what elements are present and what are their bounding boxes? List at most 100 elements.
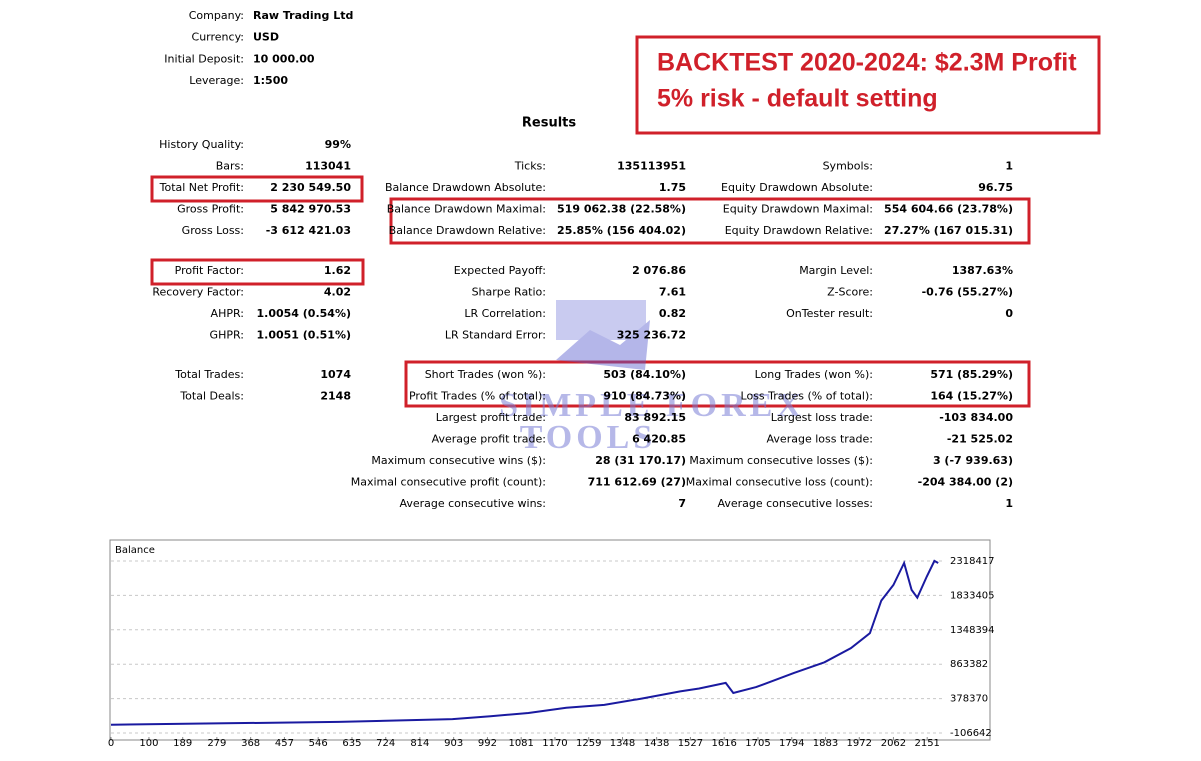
result-label: Balance Drawdown Relative: <box>389 224 546 237</box>
result-value: 1.62 <box>324 264 351 277</box>
result-label: LR Standard Error: <box>445 329 546 342</box>
result-label: Average profit trade: <box>432 433 546 446</box>
field-value: USD <box>253 31 279 44</box>
result-label: Balance Drawdown Absolute: <box>385 181 546 194</box>
result-value: 135113951 <box>617 160 686 173</box>
x-tick-label: 100 <box>139 738 158 749</box>
x-tick-label: 1883 <box>813 738 838 749</box>
result-value: 28 (31 170.17) <box>595 454 686 467</box>
result-label: Short Trades (won %): <box>425 368 546 381</box>
highlight-box <box>150 258 365 286</box>
result-label: Total Net Profit: <box>159 181 244 194</box>
result-label: Gross Loss: <box>182 224 244 237</box>
result-value: 571 (85.29%) <box>930 368 1013 381</box>
y-tick-label: 863382 <box>950 659 988 670</box>
result-value: 554 604.66 (23.78%) <box>884 203 1013 216</box>
x-tick-label: 1259 <box>576 738 601 749</box>
result-label: Z-Score: <box>827 286 873 299</box>
result-label: Long Trades (won %): <box>755 368 873 381</box>
result-value: 6 420.85 <box>632 433 686 446</box>
result-label: Total Trades: <box>174 368 244 381</box>
result-value: 5 842 970.53 <box>270 203 351 216</box>
x-tick-label: 1616 <box>711 738 736 749</box>
result-value: 25.85% (156 404.02) <box>557 224 686 237</box>
x-tick-label: 279 <box>207 738 226 749</box>
field-label: Company: <box>189 9 244 22</box>
x-tick-label: 1794 <box>779 738 804 749</box>
x-tick-label: 992 <box>478 738 497 749</box>
result-value: 0.82 <box>659 307 686 320</box>
result-label: Maximal consecutive profit (count): <box>351 476 546 489</box>
result-label: Expected Payoff: <box>454 264 546 277</box>
result-label: History Quality: <box>159 138 244 151</box>
result-label: Sharpe Ratio: <box>472 286 546 299</box>
result-label: AHPR: <box>211 307 244 320</box>
result-value: -204 384.00 (2) <box>918 476 1013 489</box>
watermark: TOOLS <box>520 419 657 456</box>
result-value: 99% <box>325 138 351 151</box>
x-tick-label: 1527 <box>678 738 703 749</box>
result-value: 83 892.15 <box>624 411 686 424</box>
field-value: 1:500 <box>253 74 288 87</box>
result-value: 164 (15.27%) <box>930 390 1013 403</box>
x-tick-label: 724 <box>376 738 395 749</box>
result-value: -103 834.00 <box>939 411 1013 424</box>
x-tick-label: 0 <box>108 738 114 749</box>
result-value: 711 612.69 (27) <box>588 476 686 489</box>
result-label: Symbols: <box>823 160 873 173</box>
x-tick-label: 189 <box>173 738 192 749</box>
result-label: Gross Profit: <box>177 203 244 216</box>
result-value: 2 076.86 <box>632 264 686 277</box>
result-label: GHPR: <box>210 329 244 342</box>
result-value: 3 (-7 939.63) <box>933 454 1013 467</box>
results-title: Results <box>522 116 576 131</box>
x-tick-label: 903 <box>444 738 463 749</box>
result-label: Total Deals: <box>179 390 244 403</box>
watermark: SIMPLE FOREX <box>499 387 805 424</box>
result-label: Equity Drawdown Absolute: <box>721 181 873 194</box>
result-label: Profit Trades (% of total): <box>409 390 546 403</box>
x-tick-label: 2151 <box>914 738 939 749</box>
result-label: OnTester result: <box>786 307 873 320</box>
field-label: Currency: <box>192 31 244 44</box>
result-value: 1 <box>1005 497 1013 510</box>
highlight-box <box>389 197 1031 245</box>
y-tick-label: 1833405 <box>950 590 995 601</box>
result-label: Margin Level: <box>799 264 873 277</box>
result-value: 1.0051 (0.51%) <box>257 329 352 342</box>
result-value: 2148 <box>320 390 351 403</box>
result-label: Average loss trade: <box>767 433 873 446</box>
result-value: 1.75 <box>659 181 686 194</box>
result-value: 325 236.72 <box>617 329 686 342</box>
result-value: 519 062.38 (22.58%) <box>557 203 686 216</box>
x-tick-label: 1972 <box>847 738 872 749</box>
highlight-box <box>404 360 1031 408</box>
result-value: 1.0054 (0.54%) <box>257 307 352 320</box>
result-label: Largest profit trade: <box>436 411 546 424</box>
x-tick-label: 368 <box>241 738 260 749</box>
field-label: Leverage: <box>189 74 244 87</box>
x-tick-label: 2062 <box>881 738 906 749</box>
result-label: Maximal consecutive loss (count): <box>686 476 873 489</box>
result-label: Equity Drawdown Relative: <box>725 224 873 237</box>
result-value: -21 525.02 <box>947 433 1013 446</box>
result-value: 7.61 <box>659 286 686 299</box>
result-value: 1387.63% <box>952 264 1013 277</box>
result-value: 4.02 <box>324 286 351 299</box>
y-tick-label: 2318417 <box>950 556 995 567</box>
result-label: LR Correlation: <box>464 307 546 320</box>
result-label: Balance Drawdown Maximal: <box>387 203 546 216</box>
x-tick-label: 814 <box>410 738 429 749</box>
annotation: BACKTEST 2020-2024: $2.3M Profit <box>657 49 1077 77</box>
x-tick-label: 1348 <box>610 738 635 749</box>
annotation: 5% risk - default setting <box>657 85 938 113</box>
result-label: Average consecutive losses: <box>717 497 873 510</box>
result-value: -0.76 (55.27%) <box>922 286 1013 299</box>
highlight-box <box>150 175 364 203</box>
result-value: 503 (84.10%) <box>603 368 686 381</box>
result-value: 96.75 <box>978 181 1013 194</box>
result-value: 910 (84.73%) <box>603 390 686 403</box>
field-label: Initial Deposit: <box>164 52 244 65</box>
